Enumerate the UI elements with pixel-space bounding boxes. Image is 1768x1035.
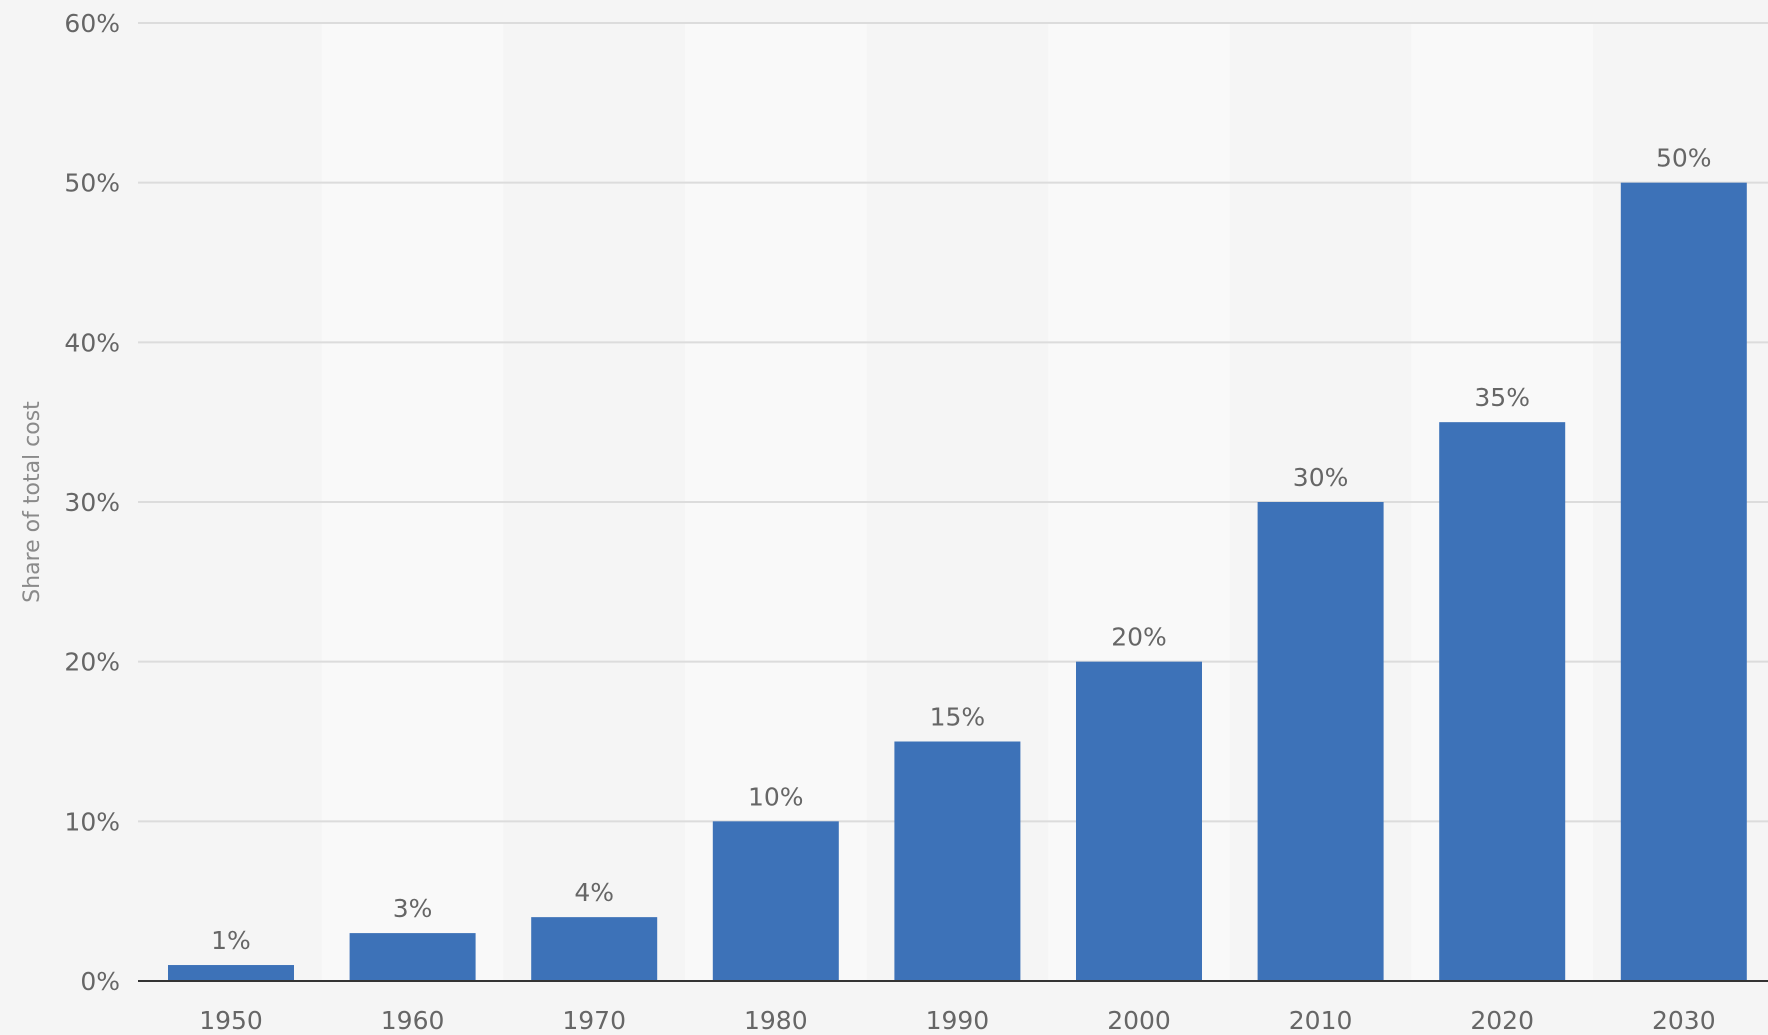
data-label-2010: 30% — [1293, 463, 1349, 492]
x-tick-1970: 1970 — [562, 1006, 626, 1035]
bar-1950 — [168, 965, 294, 981]
x-tick-1980: 1980 — [744, 1006, 808, 1035]
bar-1980 — [712, 821, 839, 981]
x-tick-2030: 2030 — [1652, 1006, 1716, 1035]
y-tick-60: 60% — [64, 9, 120, 38]
bar-1960 — [349, 933, 476, 981]
y-tick-20: 20% — [64, 648, 120, 677]
bar-2020 — [1439, 422, 1566, 982]
data-labels: 1% 3% 4% 10% 15% 20% 30% 35% 50% — [211, 144, 1711, 955]
y-tick-50: 50% — [64, 169, 120, 198]
bar-2000 — [1076, 661, 1202, 981]
data-label-1950: 1% — [211, 926, 251, 955]
bar-1990 — [894, 741, 1021, 981]
y-tick-40: 40% — [64, 328, 120, 357]
x-tick-1990: 1990 — [926, 1006, 990, 1035]
data-label-1970: 4% — [574, 878, 614, 907]
bars — [168, 182, 1747, 982]
data-label-1990: 15% — [930, 703, 986, 732]
x-tick-1950: 1950 — [199, 1006, 263, 1035]
y-tick-10: 10% — [64, 807, 120, 836]
y-tick-30: 30% — [64, 488, 120, 517]
x-tick-2000: 2000 — [1107, 1006, 1171, 1035]
y-tick-0: 0% — [80, 967, 120, 996]
bar-2030 — [1620, 182, 1747, 981]
bar-1970 — [531, 917, 658, 981]
x-tick-2020: 2020 — [1470, 1006, 1534, 1035]
x-tick-labels: 1950 1960 1970 1980 1990 2000 2010 2020 2030 — [199, 1006, 1715, 1035]
y-tick-labels: 0% 10% 20% 30% 40% 50% 60% — [64, 9, 120, 996]
data-label-1980: 10% — [748, 782, 804, 811]
y-axis-label: Share of total cost — [20, 401, 45, 603]
data-label-2000: 20% — [1111, 623, 1167, 652]
x-tick-1960: 1960 — [381, 1006, 445, 1035]
bar-2010 — [1257, 502, 1384, 981]
data-label-2020: 35% — [1474, 383, 1530, 412]
x-tick-2010: 2010 — [1289, 1006, 1353, 1035]
data-label-2030: 50% — [1656, 144, 1712, 173]
data-label-1960: 3% — [393, 894, 433, 923]
